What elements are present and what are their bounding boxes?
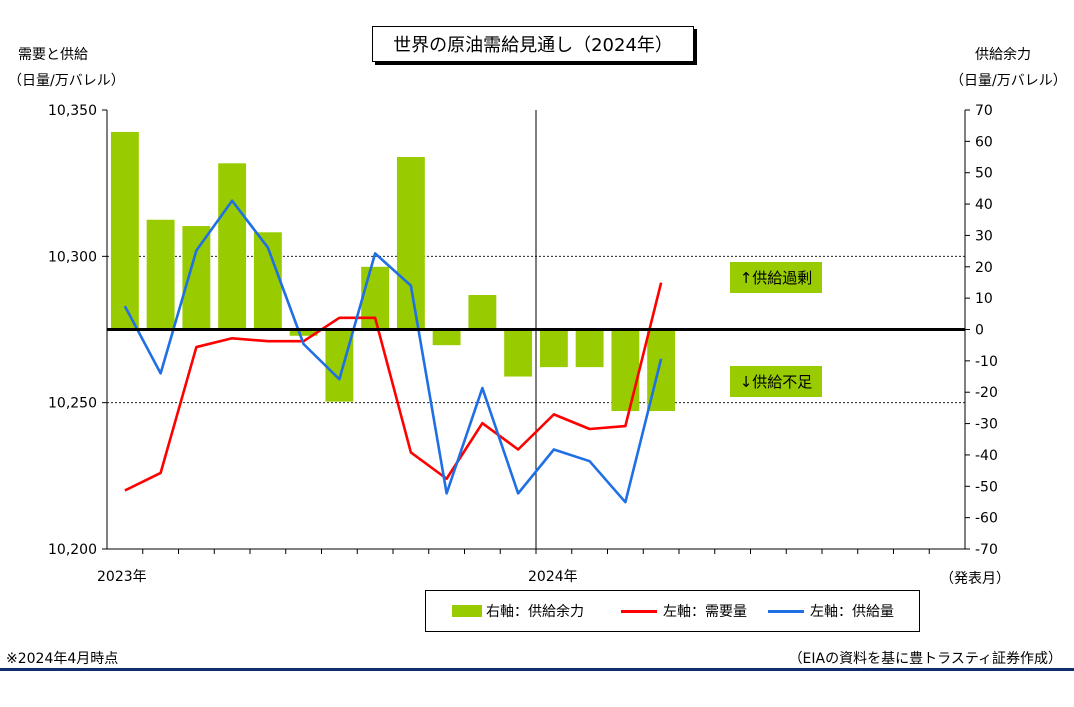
bar	[182, 226, 211, 330]
right-tick-label: 30	[975, 228, 993, 244]
bar	[289, 329, 318, 336]
left-tick-label: 10,300	[48, 249, 97, 265]
right-tick-label: -40	[975, 448, 998, 464]
legend-item-supply: 左軸：供給量	[768, 591, 894, 631]
right-tick-label: -30	[975, 417, 998, 433]
chart-title-text: 世界の原油需給見通し（2024年）	[393, 35, 673, 56]
footnote: ※2024年4月時点	[6, 651, 119, 667]
legend-item-bar: 右軸：供給余力	[452, 591, 584, 631]
left-tick-label: 10,200	[48, 542, 97, 558]
right-tick-label: -10	[975, 354, 998, 370]
oil-balance-chart: 10,200 10,250 10,300 10,350 70 60 50 40 30 20 10 0 -…	[48, 103, 998, 585]
legend-label-demand: 左軸：需要量	[663, 604, 747, 620]
left-axis-title: 需要と供給	[18, 47, 88, 63]
bar	[432, 329, 461, 346]
bar	[146, 219, 175, 330]
right-tick-label: 70	[975, 103, 993, 119]
right-tick-label: 50	[975, 166, 993, 182]
legend-swatch-bar	[452, 605, 482, 617]
annotation-undersupply: ↓供給不足	[730, 366, 822, 397]
demand-supply-lines	[123, 199, 663, 504]
right-tick-label: -60	[975, 511, 998, 527]
supply-line	[123, 199, 663, 504]
legend-item-demand: 左軸：需要量	[621, 591, 747, 631]
legend-swatch-demand	[621, 609, 657, 613]
right-axis-title: 供給余力	[975, 47, 1031, 63]
right-tick-label: 10	[975, 291, 993, 307]
bar	[218, 163, 247, 330]
legend-swatch-supply	[768, 609, 804, 613]
right-tick-label: -50	[975, 479, 998, 495]
axes: 10,200 10,250 10,300 10,350 70 60 50 40 30 20 10 0 -…	[48, 103, 998, 585]
bar	[539, 329, 568, 368]
right-axis-unit: （日量/万バレル）	[950, 73, 1067, 89]
demand-line	[124, 282, 663, 492]
bar	[325, 329, 354, 402]
right-tick-label: 40	[975, 197, 993, 213]
source-note: （EIAの資料を基に豊トラスティ証券作成）	[788, 651, 1062, 667]
chart-title: 世界の原油需給見通し（2024年）	[372, 26, 694, 62]
right-tick-label: -70	[975, 542, 998, 558]
right-tick-label: 60	[975, 134, 993, 150]
right-tick-label: -20	[975, 385, 998, 401]
left-tick-label: 10,350	[48, 103, 97, 119]
annotation-oversupply-text: ↑供給過剰	[739, 269, 813, 287]
bar	[611, 329, 640, 412]
legend: 右軸：供給余力 左軸：需要量 左軸：供給量	[425, 590, 920, 632]
x-axis-label: （発表月）	[940, 571, 1010, 587]
bar	[396, 157, 425, 330]
legend-label-supply: 左軸：供給量	[810, 604, 894, 620]
footer-divider	[0, 668, 1074, 671]
bar	[504, 329, 533, 377]
annotation-undersupply-text: ↓供給不足	[739, 373, 813, 391]
left-tick-label: 10,250	[48, 396, 97, 412]
left-axis-unit: （日量/万バレル）	[8, 73, 125, 89]
bar	[575, 329, 604, 368]
x-tick-label: 2024年	[528, 569, 578, 585]
annotation-oversupply: ↑供給過剰	[730, 262, 822, 293]
right-tick-label: 0	[975, 323, 984, 339]
x-tick-label: 2023年	[97, 569, 147, 585]
supply-margin-bars	[110, 131, 676, 412]
bar	[110, 131, 139, 330]
right-tick-label: 20	[975, 260, 993, 276]
bar	[468, 295, 497, 330]
legend-label-bar: 右軸：供給余力	[486, 604, 584, 620]
